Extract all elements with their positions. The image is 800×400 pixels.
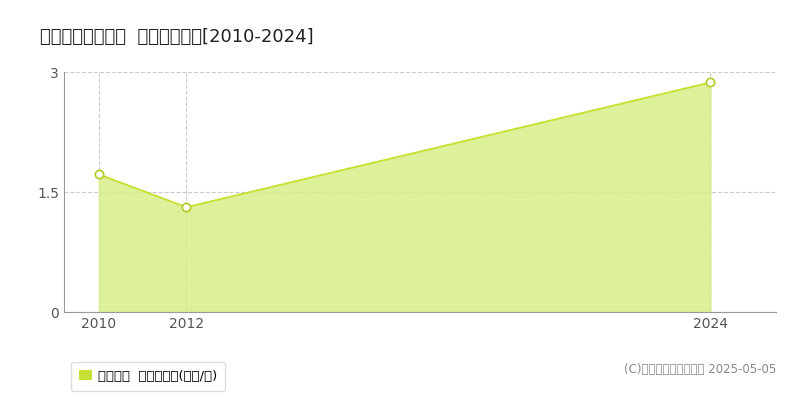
Point — [180, 204, 193, 210]
Point — [93, 171, 106, 178]
Point — [704, 79, 717, 86]
Legend: 土地価格  平均坪単価(万円/坪): 土地価格 平均坪単価(万円/坪) — [70, 362, 226, 391]
Text: (C)土地価格ドットコム 2025-05-05: (C)土地価格ドットコム 2025-05-05 — [624, 363, 776, 376]
Text: 中川郡幕別町寿町  土地価格推移[2010-2024]: 中川郡幕別町寿町 土地価格推移[2010-2024] — [40, 28, 314, 46]
